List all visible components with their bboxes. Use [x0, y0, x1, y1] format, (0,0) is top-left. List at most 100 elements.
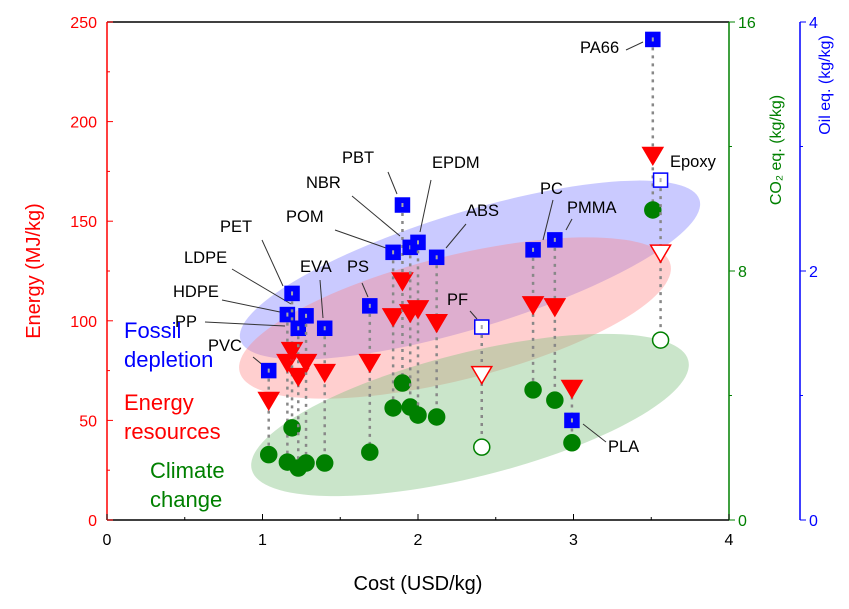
material-label-PMMA: PMMA [567, 199, 617, 217]
energy-triangle-Epoxy [649, 244, 672, 264]
material-label-POM: POM [286, 208, 324, 226]
energy-triangle-ABS [425, 314, 448, 334]
leader-line [221, 299, 281, 313]
energy-triangle-PLA [560, 379, 584, 400]
x-axis-label: Cost (USD/kg) [354, 573, 483, 595]
ellipse-fossil [239, 180, 701, 360]
material-label-HDPE: HDPE [173, 283, 219, 301]
co2-circle-EPDM [409, 406, 427, 424]
co2-circle-PS [361, 443, 379, 461]
material-label-PVC: PVC [208, 337, 242, 355]
leader-line [625, 41, 644, 51]
y-tick-label: 250 [70, 15, 97, 32]
y2-tick-label: 8 [738, 264, 747, 281]
material-label-LDPE: LDPE [184, 249, 227, 267]
group-legend: Fossil depletion Energy resources Climate cha… [124, 318, 225, 512]
co2-circle-POM [384, 399, 402, 417]
x-tick-label: 1 [258, 532, 267, 549]
energy-triangle-PC [521, 296, 545, 316]
y2-axis-label: CO₂ eq. (kg/kg) [768, 95, 785, 205]
material-label-PS: PS [347, 258, 369, 276]
legend-fossil-line: depletion [124, 347, 213, 372]
material-label-PBT: PBT [342, 149, 374, 167]
energy-triangle-PP [286, 367, 310, 388]
leader-line [231, 268, 292, 305]
legend-fossil-line: Fossil [124, 318, 181, 343]
energy-triangle-PF [470, 365, 494, 386]
material-label-PP: PP [175, 313, 197, 331]
y-tick-label: 0 [88, 513, 97, 530]
legend-energy-line: resources [124, 419, 221, 444]
x-tick-label: 3 [569, 532, 578, 549]
co2-circle-LDPE [297, 454, 315, 472]
leader-line [445, 223, 467, 249]
leader-lines [204, 41, 644, 443]
material-label-PF: PF [447, 291, 468, 309]
material-label-PET: PET [220, 218, 252, 236]
ellipse-climate [251, 333, 689, 497]
leader-line [469, 310, 478, 320]
leader-line [261, 239, 284, 287]
group-ellipses [239, 180, 701, 497]
energy-triangle-EVA [313, 363, 337, 384]
energy-triangle-POM [381, 308, 405, 328]
leader-line [334, 229, 387, 249]
y-tick-label: 150 [70, 214, 97, 231]
legend-climate-line: Climate [150, 458, 225, 483]
leader-line [542, 199, 554, 241]
co2-circle-Epoxy [651, 331, 670, 349]
y-axis-label: Energy (MJ/kg) [23, 203, 45, 339]
leader-line [351, 195, 401, 237]
y-tick-label: 50 [79, 413, 97, 430]
legend-energy-line: Energy [124, 390, 194, 415]
y-tick-label: 200 [70, 115, 97, 132]
co2-circle-EVA [315, 454, 334, 472]
energy-triangle-PA66 [641, 146, 665, 166]
co2-circle-PMMA [546, 391, 564, 409]
ellipse-energy [239, 237, 671, 399]
leader-line [387, 171, 398, 195]
x-tick-label: 4 [725, 532, 734, 549]
leader-line [361, 282, 369, 298]
energy-triangle-EPDM [406, 300, 430, 320]
y-tick-label: 100 [70, 314, 97, 331]
leader-line [419, 179, 432, 233]
y2-tick-label: 0 [738, 513, 747, 530]
material-label-PC: PC [540, 180, 563, 198]
material-label-Epoxy: Epoxy [670, 153, 717, 171]
y3-tick-label: 0 [809, 513, 818, 530]
legend-climate-line: change [150, 487, 222, 512]
co2-circle-PLA [563, 434, 581, 452]
y2-tick-label: 16 [738, 15, 756, 32]
data-marks [257, 31, 672, 477]
co2-circle-PF [473, 438, 491, 456]
energy-triangle-LDPE [294, 353, 318, 374]
material-label-EVA: EVA [300, 258, 332, 276]
co2-circle-ABS [427, 408, 446, 426]
co2-circle-PVC [259, 445, 278, 464]
material-label-PLA: PLA [608, 438, 639, 456]
co2-circle-PA66 [644, 201, 662, 219]
x-tick-label: 2 [414, 532, 423, 549]
energy-triangle-PMMA [543, 298, 567, 318]
co2-circle-PET [283, 419, 301, 437]
x-tick-label: 0 [103, 532, 112, 549]
material-label-NBR: NBR [306, 174, 341, 192]
energy-triangle-PBT [391, 272, 414, 292]
leader-line [319, 279, 324, 319]
y3-tick-label: 4 [809, 15, 818, 32]
leader-line [565, 218, 573, 231]
leader-line [582, 423, 607, 443]
energy-triangle-PVC [257, 391, 281, 411]
co2-circle-PBT [393, 374, 412, 392]
material-label-PA66: PA66 [580, 39, 619, 57]
material-label-EPDM: EPDM [432, 154, 480, 172]
energy-triangle-PS [358, 353, 382, 374]
co2-circle-PC [524, 381, 542, 399]
y3-tick-label: 2 [809, 264, 818, 281]
leader-line [204, 321, 286, 327]
material-label-ABS: ABS [466, 202, 499, 220]
